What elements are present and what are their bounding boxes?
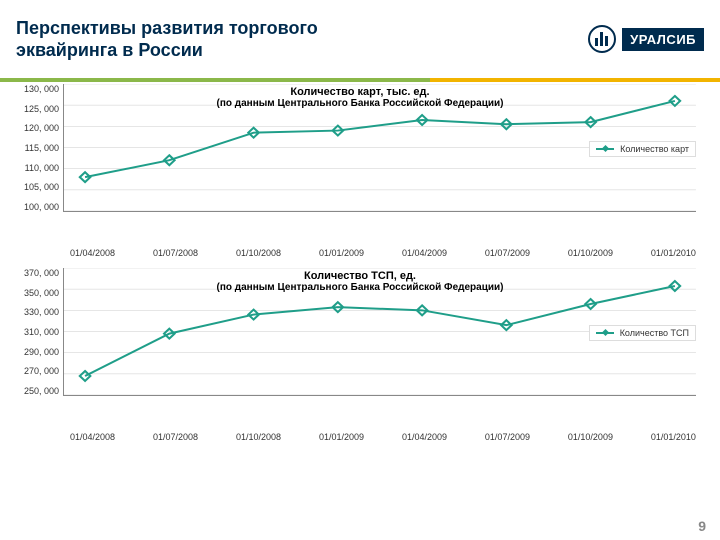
chart-cards-titles: Количество карт, тыс. ед. (по данным Цен… [24, 86, 696, 109]
chart-tsp-xlabels: 01/04/200801/07/200801/10/200801/01/2009… [70, 428, 696, 442]
slide-header: Перспективы развития торгового эквайринг… [0, 0, 720, 70]
chart-tsp-title: Количество ТСП, ед. [24, 270, 696, 282]
page-number: 9 [698, 518, 706, 534]
title-line2: эквайринга в России [16, 40, 203, 60]
header-divider [0, 70, 720, 76]
chart-tsp-titles: Количество ТСП, ед. (по данным Центральн… [24, 270, 696, 293]
page-title: Перспективы развития торгового эквайринг… [16, 17, 318, 62]
brand-logo: УРАЛСИБ [588, 25, 704, 53]
title-line1: Перспективы развития торгового [16, 18, 318, 38]
chart-tsp: Количество ТСП, ед. (по данным Центральн… [24, 268, 696, 442]
chart-tsp-subtitle: (по данным Центрального Банка Российской… [24, 282, 696, 293]
chart-cards-legend-label: Количество карт [620, 144, 689, 154]
chart-cards-title: Количество карт, тыс. ед. [24, 86, 696, 98]
legend-swatch-icon [596, 332, 614, 334]
chart-cards-xlabels: 01/04/200801/07/200801/10/200801/01/2009… [70, 244, 696, 258]
chart-cards: Количество карт, тыс. ед. (по данным Цен… [24, 84, 696, 258]
chart-cards-legend: Количество карт [589, 141, 696, 157]
brand-logo-icon [588, 25, 616, 53]
chart-cards-subtitle: (по данным Центрального Банка Российской… [24, 98, 696, 109]
legend-swatch-icon [596, 148, 614, 150]
brand-logo-text: УРАЛСИБ [622, 28, 704, 51]
slide-content: Количество карт, тыс. ед. (по данным Цен… [0, 76, 720, 456]
chart-tsp-legend: Количество ТСП [589, 325, 696, 341]
chart-tsp-legend-label: Количество ТСП [620, 328, 689, 338]
